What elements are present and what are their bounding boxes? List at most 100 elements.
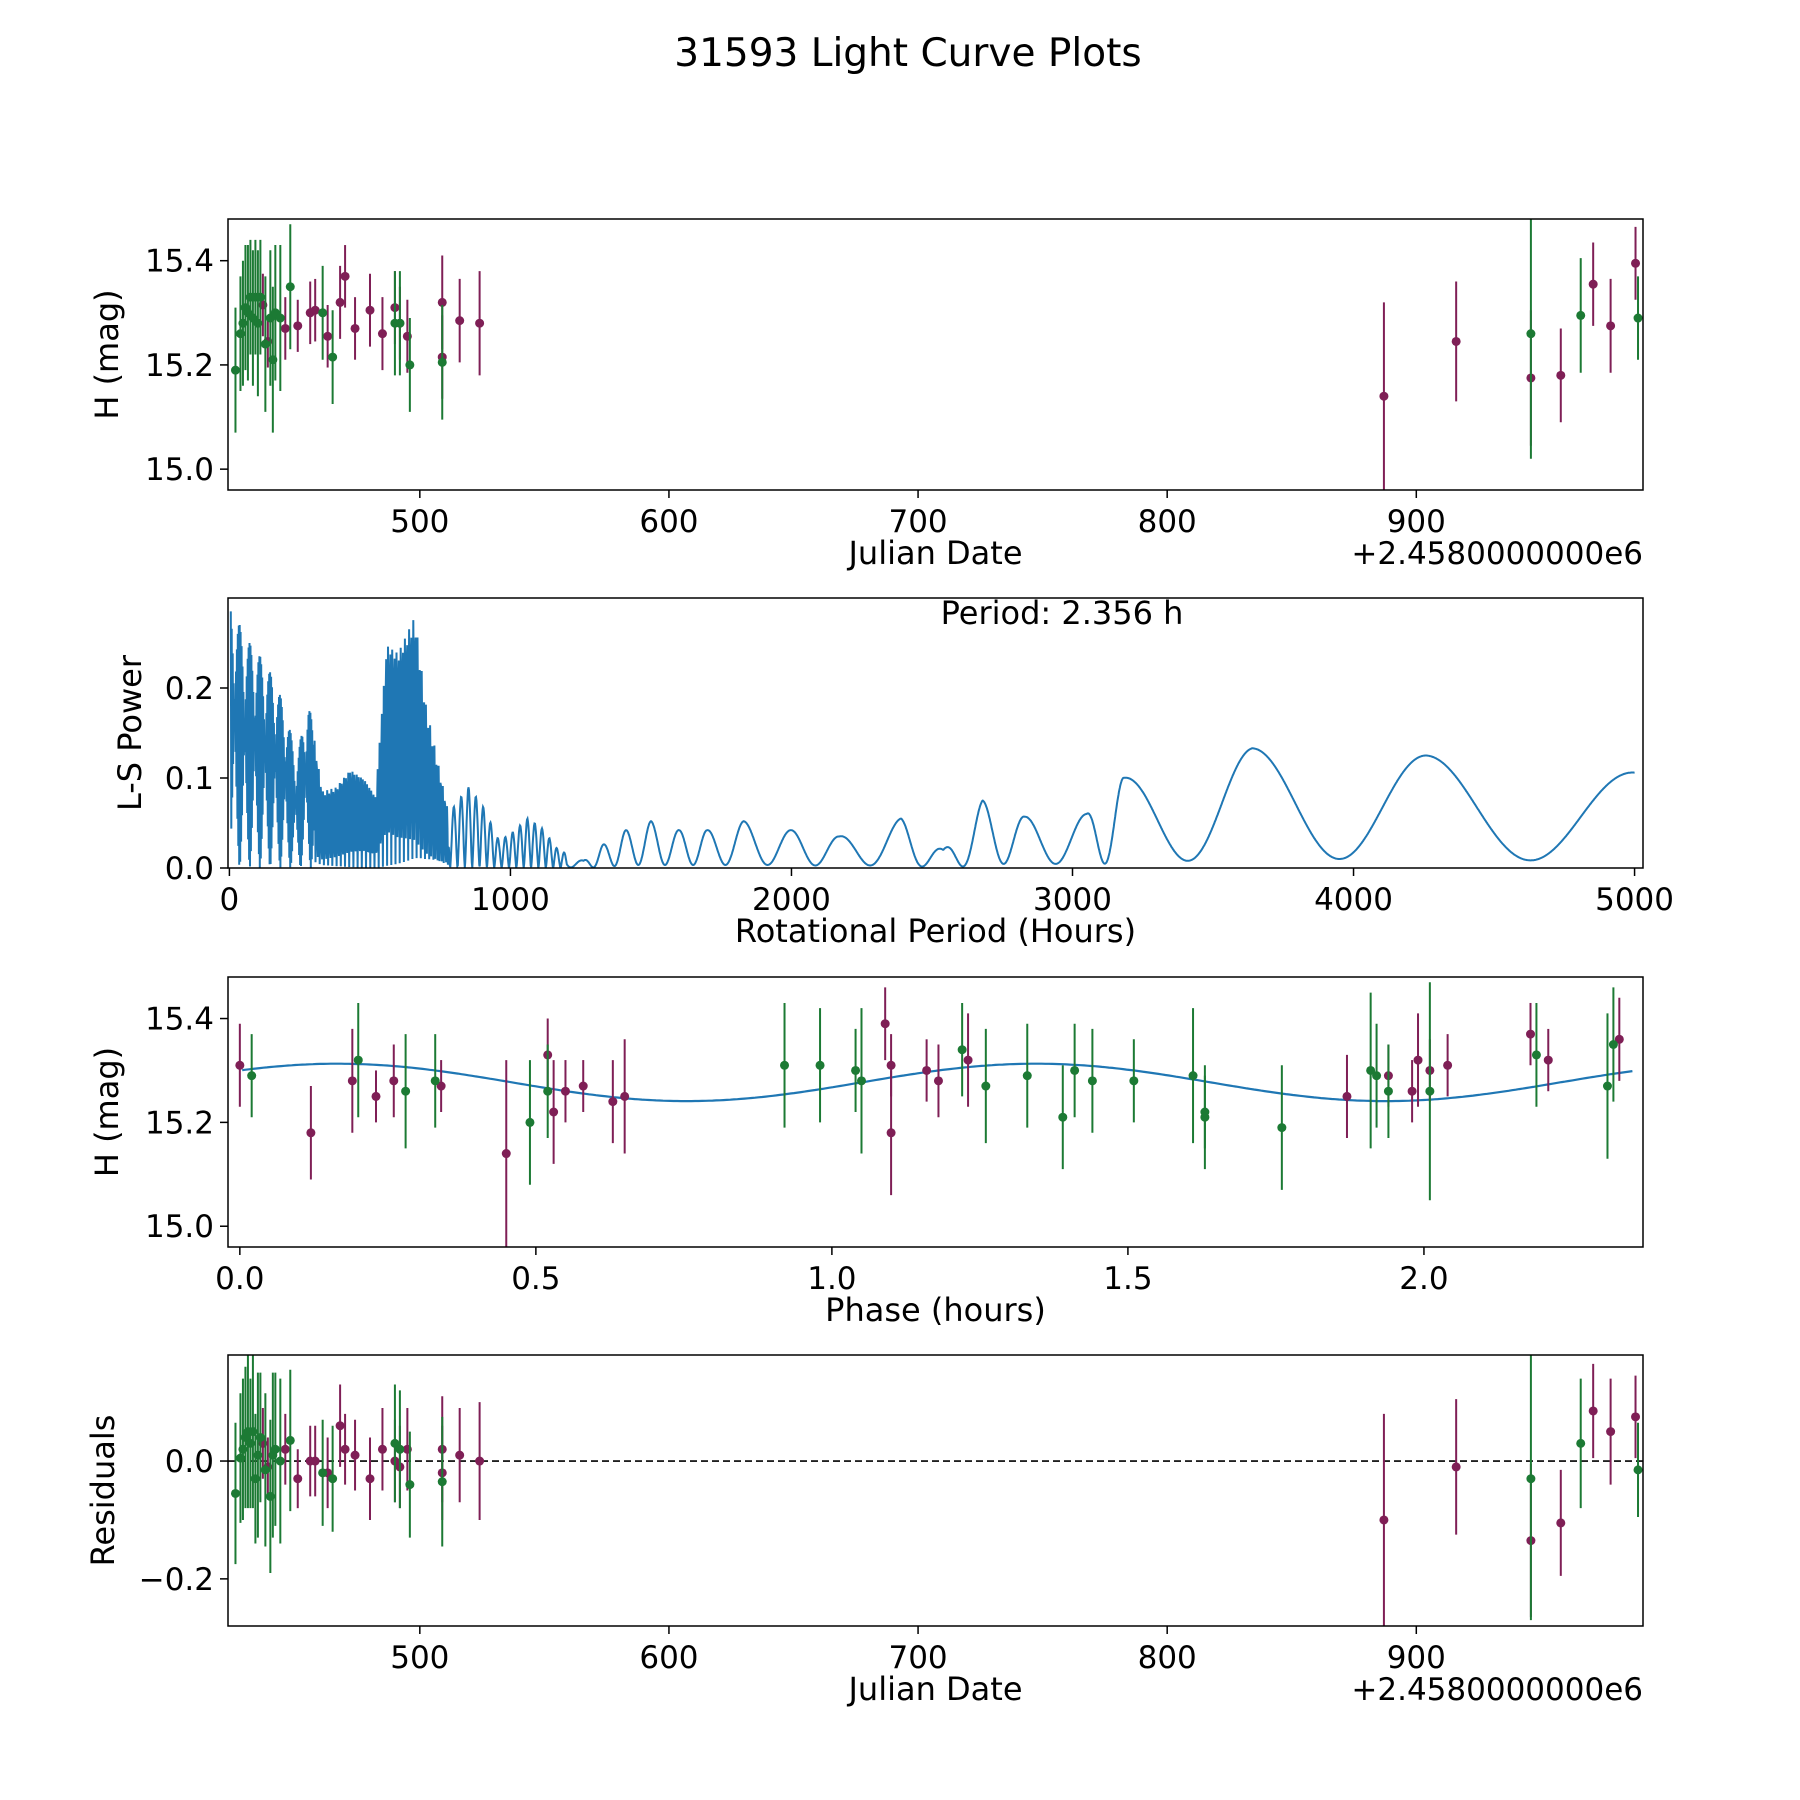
- data-point: [455, 1450, 465, 1460]
- data-point: [436, 1081, 446, 1091]
- x-axis-label: Julian Date: [846, 1670, 1022, 1708]
- data-point: [353, 1055, 363, 1065]
- data-point: [1379, 391, 1389, 401]
- x-tick-label: 2000: [752, 882, 831, 918]
- data-point: [1606, 321, 1616, 331]
- series-green: [247, 982, 1618, 1201]
- series-red: [258, 226, 1641, 490]
- series-red: [258, 1363, 1641, 1626]
- x-tick-label: 2.0: [1399, 1261, 1448, 1297]
- data-point: [395, 318, 405, 328]
- x-tick-label: 1000: [471, 882, 550, 918]
- data-point: [437, 1477, 447, 1487]
- data-point: [437, 297, 447, 307]
- data-point: [1526, 1029, 1536, 1039]
- data-point: [620, 1091, 630, 1101]
- data-point: [275, 313, 285, 323]
- data-point: [306, 1128, 316, 1138]
- data-point: [1576, 1438, 1586, 1448]
- plot-area: [229, 611, 1635, 868]
- data-point: [1614, 1034, 1624, 1044]
- x-tick-label: 500: [390, 1640, 449, 1676]
- data-point: [560, 1086, 570, 1096]
- plot-frame: [227, 1354, 1644, 1627]
- periodogram-line: [229, 611, 1635, 868]
- data-point: [437, 357, 447, 367]
- data-point: [1633, 1465, 1643, 1475]
- data-point: [230, 1488, 240, 1498]
- data-point: [280, 323, 290, 333]
- x-axis-label: Phase (hours): [825, 1291, 1046, 1329]
- data-point: [389, 1076, 399, 1086]
- plot-area: [230, 219, 1643, 490]
- data-point: [1070, 1065, 1080, 1075]
- y-tick-label: 0.0: [165, 851, 214, 887]
- data-point: [377, 1444, 387, 1454]
- data-point: [1556, 1518, 1566, 1528]
- data-point: [390, 1438, 400, 1448]
- x-offset-label: +2.4580000000e6: [1351, 536, 1643, 572]
- data-point: [549, 1107, 559, 1117]
- y-axis-label: Residuals: [84, 1415, 122, 1567]
- series-red: [235, 987, 1624, 1247]
- x-axis-label: Rotational Period (Hours): [735, 912, 1136, 950]
- data-point: [815, 1060, 825, 1070]
- data-point: [933, 1076, 943, 1086]
- x-tick-label: 700: [888, 504, 947, 540]
- data-point: [340, 1444, 350, 1454]
- data-point: [255, 1432, 265, 1442]
- plot-frame: [227, 218, 1644, 491]
- x-tick-label: 500: [390, 504, 449, 540]
- y-tick-label: 15.4: [145, 1002, 214, 1038]
- data-point: [880, 1019, 890, 1029]
- data-point: [270, 1444, 280, 1454]
- x-tick-label: 800: [1138, 1640, 1197, 1676]
- data-point: [365, 1474, 375, 1484]
- plot-area: [235, 982, 1633, 1247]
- data-point: [1413, 1055, 1423, 1065]
- y-tick-label: 15.4: [145, 244, 214, 280]
- y-tick-label: −0.2: [139, 1562, 214, 1598]
- data-point: [543, 1086, 553, 1096]
- data-point: [963, 1055, 973, 1065]
- data-point: [886, 1060, 896, 1070]
- data-point: [285, 1435, 295, 1445]
- data-point: [957, 1045, 967, 1055]
- panel-phased-light-curve: 0.0 0.5 1.0 1.5 2.0 15.0 15.2 15.4 Phase (hours)…: [88, 976, 1644, 1329]
- data-point: [1379, 1515, 1389, 1525]
- x-offset-label: +2.4580000000e6: [1351, 1672, 1643, 1708]
- panel-light-curve-julian: 500 600 700 800 900 15.0 15.2 15.4 Julian Date H …: [88, 218, 1644, 572]
- data-point: [430, 1076, 440, 1086]
- data-point: [350, 323, 360, 333]
- data-point: [328, 352, 338, 362]
- data-point: [475, 1456, 485, 1466]
- data-point: [1087, 1076, 1097, 1086]
- data-point: [1576, 310, 1586, 320]
- sinusoid-fit-line: [242, 1062, 1633, 1103]
- data-point: [323, 331, 333, 341]
- figure-title: 31593 Light Curve Plots: [674, 31, 1141, 76]
- data-point: [1058, 1112, 1068, 1122]
- data-point: [1531, 1050, 1541, 1060]
- data-point: [285, 282, 295, 292]
- data-point: [525, 1117, 535, 1127]
- y-tick-label: 15.0: [145, 1209, 214, 1245]
- panel-residuals: 500 600 700 800 900 −0.2 0.0 Julian Date Residua…: [84, 1354, 1644, 1708]
- data-point: [608, 1097, 618, 1107]
- data-point: [1407, 1086, 1417, 1096]
- panel-periodogram: 0 1000 2000 3000 4000 5000 0.0 0.1 0.2 Rotational…: [111, 594, 1674, 950]
- data-point: [377, 329, 387, 339]
- data-point: [310, 1456, 320, 1466]
- y-axis-label: H (mag): [88, 289, 126, 419]
- data-point: [293, 1474, 303, 1484]
- data-point: [1608, 1040, 1618, 1049]
- data-point: [455, 316, 465, 326]
- data-point: [260, 1465, 270, 1475]
- x-tick-label: 800: [1138, 504, 1197, 540]
- data-point: [1425, 1086, 1435, 1096]
- data-point: [578, 1081, 588, 1091]
- data-point: [230, 365, 240, 375]
- data-point: [405, 1480, 415, 1490]
- data-point: [1342, 1091, 1352, 1101]
